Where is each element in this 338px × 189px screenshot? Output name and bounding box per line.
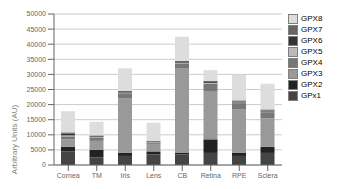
svg-text:40000: 40000 <box>27 41 47 48</box>
svg-text:TM: TM <box>92 172 102 179</box>
html-text:GPX3: GPX3 <box>301 69 323 78</box>
svg-text:RPE: RPE <box>232 172 247 179</box>
html-text:GPX7: GPX7 <box>301 25 323 34</box>
html-text:GPX2: GPX2 <box>301 80 323 89</box>
svg-text:35000: 35000 <box>27 56 47 63</box>
svg-text:15000: 15000 <box>27 116 47 123</box>
svg-text:0: 0 <box>42 161 46 168</box>
svg-text:5000: 5000 <box>30 146 46 153</box>
html-text:GPX5: GPX5 <box>301 47 323 56</box>
html-text:GPX4: GPX4 <box>301 58 323 67</box>
svg-text:Arbitrary Units (AU): Arbitrary Units (AU) <box>10 104 19 174</box>
svg-text:Lens: Lens <box>146 172 162 179</box>
html-text:GPX8: GPX8 <box>301 14 323 23</box>
svg-text:30000: 30000 <box>27 71 47 78</box>
svg-text:Retina: Retina <box>201 172 221 179</box>
html-text:GPX6: GPX6 <box>301 36 323 45</box>
html-text:GPx1: GPx1 <box>301 91 321 100</box>
svg-text:45000: 45000 <box>27 26 47 33</box>
svg-text:Sclera: Sclera <box>258 172 278 179</box>
svg-text:20000: 20000 <box>27 101 47 108</box>
svg-text:Cornea: Cornea <box>57 172 80 179</box>
svg-text:Iris: Iris <box>121 172 131 179</box>
svg-text:25000: 25000 <box>27 86 47 93</box>
svg-text:CB: CB <box>177 172 187 179</box>
svg-text:10000: 10000 <box>27 131 47 138</box>
svg-text:50000: 50000 <box>27 10 47 17</box>
